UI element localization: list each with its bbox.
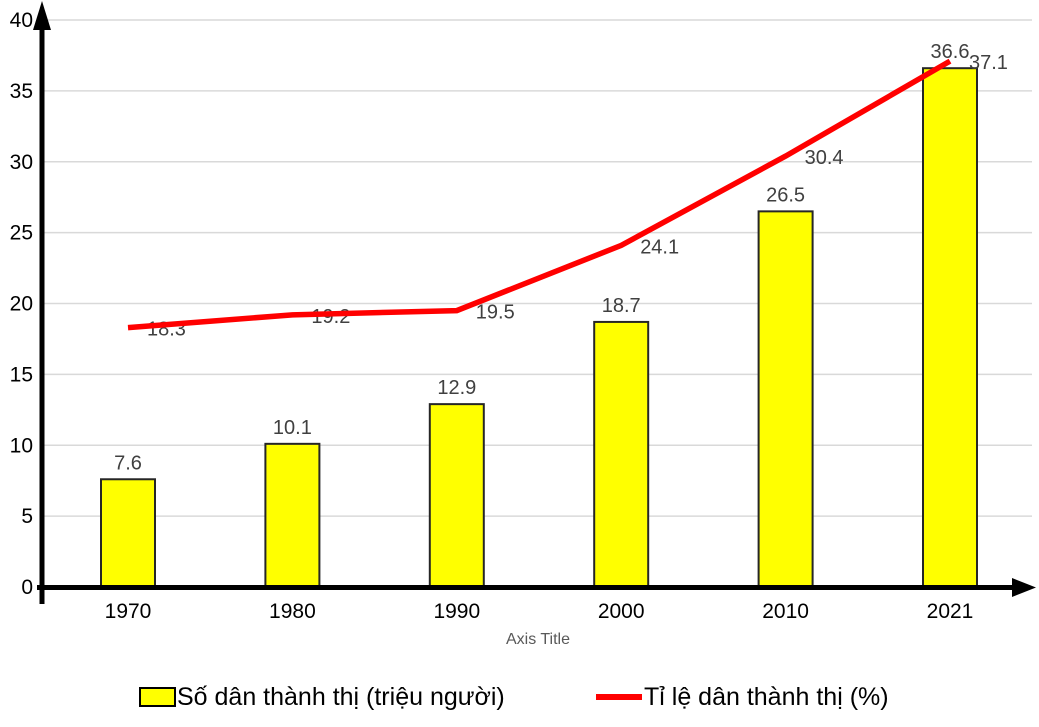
legend-item-urban-rate: Tỉ lệ dân thành thị (%) <box>596 679 889 715</box>
legend-label-urban-rate: Tỉ lệ dân thành thị (%) <box>644 683 889 711</box>
bar-2000 <box>593 320 650 588</box>
x-tick-label-2021: 2021 <box>927 600 974 623</box>
line-swatch-icon <box>596 694 642 700</box>
x-tick-label-1980: 1980 <box>269 600 316 623</box>
bar-label-1970: 7.6 <box>114 452 142 474</box>
x-tick-label-1970: 1970 <box>105 600 152 623</box>
bar-swatch-icon <box>139 687 176 707</box>
bar-label-1980: 10.1 <box>273 417 312 439</box>
legend-label-urban-population: Số dân thành thị (triệu người) <box>177 683 505 711</box>
y-tick-label-5: 5 <box>21 505 33 528</box>
line-label-2021: 37.1 <box>969 52 1008 74</box>
legend-item-urban-population: Số dân thành thị (triệu người) <box>139 679 505 715</box>
line-label-2000: 24.1 <box>640 236 679 258</box>
bar-1990 <box>428 403 485 588</box>
chart-plot-area: 7.610.112.918.726.536.618.319.2 19.524.13… <box>10 1 1036 623</box>
y-tick-label-15: 15 <box>10 363 33 386</box>
x-tick-label-2000: 2000 <box>598 600 645 623</box>
bar-1970 <box>100 478 156 588</box>
bar-label-2021: 36.6 <box>931 41 970 63</box>
y-tick-label-40: 40 <box>10 9 33 32</box>
bar-label-2010: 26.5 <box>766 184 805 206</box>
y-tick-label-10: 10 <box>10 434 33 457</box>
x-tick-label-2010: 2010 <box>762 600 809 623</box>
x-axis-line <box>37 585 1013 590</box>
y-axis-arrow-icon <box>33 1 51 30</box>
y-tick-label-35: 35 <box>10 80 33 103</box>
rate-line <box>127 58 952 331</box>
bar-2010 <box>757 210 814 589</box>
line-label-1990: 19.5 <box>476 302 515 324</box>
bar-label-1990: 12.9 <box>437 377 476 399</box>
x-axis-arrow-icon <box>1012 578 1036 597</box>
bar-2021 <box>922 67 978 588</box>
y-axis-line <box>39 14 45 604</box>
y-tick-label-30: 30 <box>10 151 33 174</box>
y-tick-label-20: 20 <box>10 293 33 316</box>
bar-label-2000: 18.7 <box>602 295 641 317</box>
line-label-2010: 30.4 <box>805 147 844 169</box>
bar-1980 <box>264 442 321 588</box>
x-axis-title: Axis Title <box>505 631 570 648</box>
y-tick-label-0: 0 <box>21 576 33 599</box>
y-tick-label-25: 25 <box>10 222 33 245</box>
x-tick-label-1990: 1990 <box>433 600 480 623</box>
